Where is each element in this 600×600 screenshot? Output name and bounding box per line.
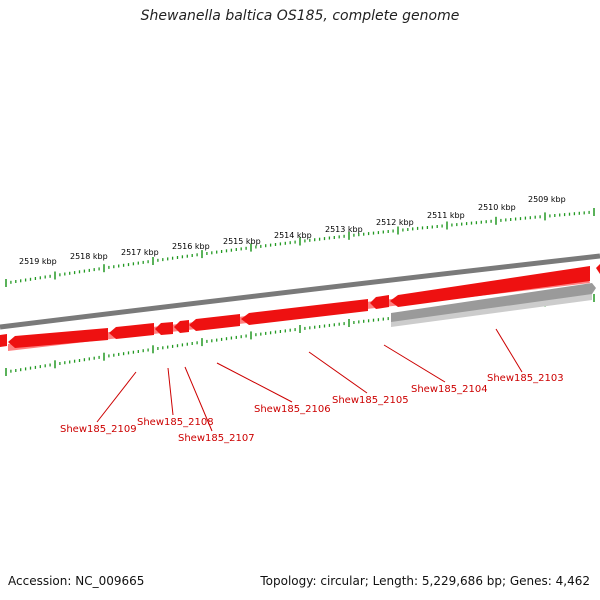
- scale-label-2516: 2516 kbp: [172, 242, 210, 251]
- gene-arrow-2106: [189, 314, 240, 331]
- leader-2104: [383, 344, 446, 383]
- gene-arrow-2103: [390, 266, 590, 307]
- gene-arrow-2109: [109, 323, 154, 339]
- leader-2105: [308, 351, 368, 394]
- gene-arrow-2107: [174, 320, 189, 333]
- gene-arrow-2104: [370, 295, 389, 309]
- gene-arrow-2111: [0, 334, 7, 347]
- leader-2103: [495, 328, 523, 373]
- scale-label-2513: 2513 kbp: [325, 225, 363, 234]
- leader-2107: [184, 366, 213, 432]
- gene-label-2108[interactable]: Shew185_2108: [137, 417, 214, 428]
- leader-2106: [216, 362, 293, 403]
- leader-2108: [167, 367, 174, 416]
- gene-label-2103[interactable]: Shew185_2103: [487, 373, 564, 384]
- gene-label-2104[interactable]: Shew185_2104: [411, 384, 488, 395]
- gene-label-2105[interactable]: Shew185_2105: [332, 395, 409, 406]
- gene-label-2107[interactable]: Shew185_2107: [178, 433, 255, 444]
- label-leaders: [96, 328, 523, 432]
- scale-label-2519: 2519 kbp: [19, 257, 57, 266]
- gene-arrow-2105: [241, 299, 368, 325]
- genome-summary: Topology: circular; Length: 5,229,686 bp…: [260, 574, 590, 588]
- gene-arrow-2108: [155, 322, 173, 335]
- scale-label-2509: 2509 kbp: [528, 195, 566, 204]
- scale-label-2515: 2515 kbp: [223, 237, 261, 246]
- scale-label-2514: 2514 kbp: [274, 231, 312, 240]
- grey-gene: [391, 283, 596, 322]
- leader-2109: [96, 371, 137, 423]
- scale-label-2510: 2510 kbp: [478, 203, 516, 212]
- gene-label-2109[interactable]: Shew185_2109: [60, 424, 137, 435]
- upper-tick-row: [5, 208, 595, 287]
- scale-label-2512: 2512 kbp: [376, 218, 414, 227]
- chromosome-backbone: [0, 253, 600, 330]
- gene-arrow-2102: [596, 264, 600, 274]
- scale-label-2518: 2518 kbp: [70, 252, 108, 261]
- accession-text: Accession: NC_009665: [8, 574, 145, 588]
- gene-arrows: [0, 264, 600, 351]
- gene-arrow-2110: [8, 328, 108, 348]
- scale-label-2517: 2517 kbp: [121, 248, 159, 257]
- gene-label-2106[interactable]: Shew185_2106: [254, 404, 331, 415]
- map-title: Shewanella baltica OS185, complete genom…: [140, 8, 460, 24]
- scale-label-2511: 2511 kbp: [427, 211, 465, 220]
